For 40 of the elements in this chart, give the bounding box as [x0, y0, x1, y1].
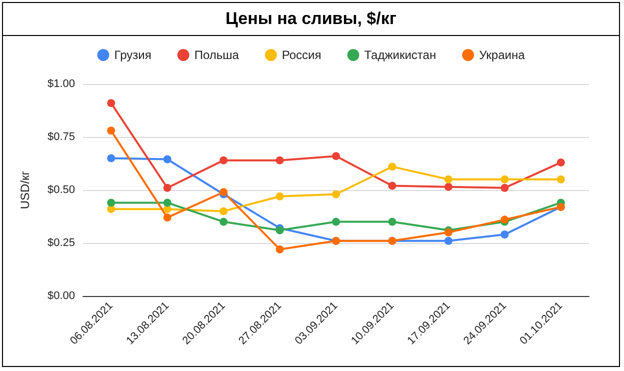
- point: [556, 175, 565, 184]
- point: [388, 218, 396, 226]
- point: [444, 236, 452, 245]
- point: [444, 182, 452, 191]
- point: [388, 182, 396, 190]
- y-axis-title: USD/кг: [18, 170, 32, 210]
- point: [107, 126, 116, 135]
- chart-title: Цены на сливы, $/кг: [2, 2, 620, 36]
- point: [388, 162, 396, 171]
- legend-label: Украина: [479, 48, 526, 62]
- point: [163, 198, 172, 207]
- point: [444, 175, 452, 184]
- legend-label: Таджикистан: [364, 48, 436, 62]
- legend-label: Грузия: [114, 48, 152, 62]
- point: [276, 245, 284, 254]
- point: [107, 99, 116, 108]
- point: [500, 230, 509, 239]
- y-tick-label: $1.00: [47, 78, 75, 90]
- point: [163, 155, 172, 164]
- point: [276, 192, 284, 200]
- point: [332, 152, 340, 160]
- point: [220, 156, 228, 164]
- y-tick-label: $0.75: [47, 131, 75, 143]
- point: [107, 154, 116, 162]
- legend-label: Польша: [194, 48, 240, 62]
- point: [500, 184, 509, 192]
- point: [220, 207, 228, 216]
- y-tick-label: $0.00: [47, 290, 75, 302]
- point: [220, 218, 228, 226]
- point: [332, 218, 340, 226]
- point: [163, 184, 172, 192]
- point: [163, 214, 172, 222]
- point: [500, 175, 509, 184]
- point: [556, 158, 565, 166]
- y-tick-label: $0.50: [47, 184, 75, 196]
- point: [276, 156, 284, 164]
- point: [107, 198, 116, 207]
- point: [332, 190, 340, 198]
- legend-label: Россия: [282, 48, 322, 62]
- y-tick-label: $0.25: [47, 237, 75, 249]
